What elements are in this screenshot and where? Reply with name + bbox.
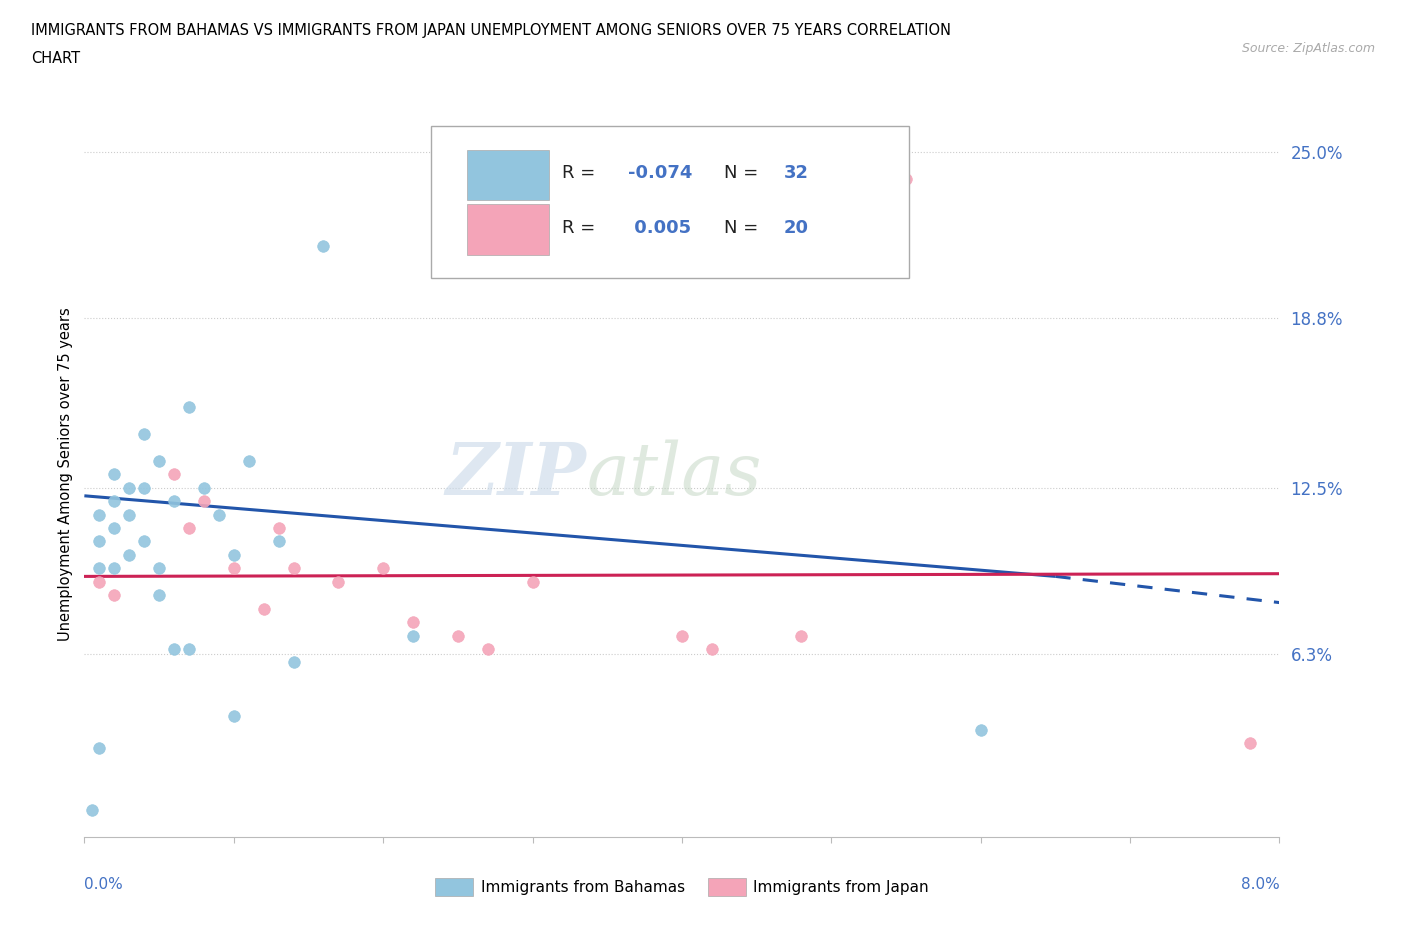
Point (969, 722, 991, 737)
Point (89, 741, 111, 756)
Text: 0.005: 0.005 (628, 219, 692, 236)
Text: CHART: CHART (31, 51, 80, 66)
Point (222, 548, 245, 563)
Point (371, 561, 394, 576)
Point (103, 494, 125, 509)
Point (89, 561, 111, 576)
Y-axis label: Unemployment Among Seniors over 75 years: Unemployment Among Seniors over 75 years (58, 308, 73, 641)
Point (253, 601, 276, 616)
Point (267, 521, 290, 536)
Point (328, 575, 350, 590)
Text: R =: R = (562, 165, 602, 182)
Text: 8.0%: 8.0% (1240, 877, 1279, 892)
Point (283, 561, 305, 576)
Point (267, 534, 290, 549)
Point (312, 238, 335, 253)
Point (163, 642, 186, 657)
Text: ZIP: ZIP (446, 439, 586, 510)
Point (89, 534, 111, 549)
Text: R =: R = (562, 219, 602, 236)
Text: 20: 20 (783, 219, 808, 236)
Point (148, 561, 170, 576)
Point (89, 507, 111, 522)
Point (208, 507, 231, 522)
Point (193, 494, 215, 509)
Point (103, 467, 125, 482)
Point (283, 655, 305, 670)
Point (238, 454, 260, 469)
Text: Source: ZipAtlas.com: Source: ZipAtlas.com (1241, 42, 1375, 55)
Point (522, 575, 544, 590)
Point (163, 467, 186, 482)
Point (132, 534, 156, 549)
Text: IMMIGRANTS FROM BAHAMAS VS IMMIGRANTS FROM JAPAN UNEMPLOYMENT AMONG SENIORS OVER: IMMIGRANTS FROM BAHAMAS VS IMMIGRANTS FR… (31, 23, 950, 38)
FancyBboxPatch shape (467, 205, 550, 255)
Point (222, 561, 245, 576)
Point (163, 494, 186, 509)
Point (80, 803, 103, 817)
Point (894, 171, 917, 186)
Point (477, 642, 499, 657)
Text: 0.0%: 0.0% (84, 877, 124, 892)
Legend: Immigrants from Bahamas, Immigrants from Japan: Immigrants from Bahamas, Immigrants from… (429, 872, 935, 902)
Point (177, 521, 200, 536)
Text: 32: 32 (783, 165, 808, 182)
Point (790, 628, 813, 643)
Text: N =: N = (724, 165, 763, 182)
Point (222, 709, 245, 724)
Point (402, 628, 425, 643)
Text: -0.074: -0.074 (628, 165, 693, 182)
Text: atlas: atlas (586, 439, 762, 510)
Point (103, 588, 125, 603)
FancyBboxPatch shape (430, 126, 908, 278)
Point (1239, 736, 1261, 751)
Point (177, 400, 200, 415)
Point (132, 427, 156, 442)
Point (447, 628, 470, 643)
Point (402, 615, 425, 630)
Point (118, 480, 141, 495)
Point (103, 561, 125, 576)
Point (700, 642, 723, 657)
Point (177, 642, 200, 657)
Point (148, 454, 170, 469)
Point (193, 480, 215, 495)
FancyBboxPatch shape (467, 150, 550, 200)
Point (89, 575, 111, 590)
Text: N =: N = (724, 219, 763, 236)
Point (103, 521, 125, 536)
Point (132, 480, 156, 495)
Point (118, 548, 141, 563)
Point (118, 507, 141, 522)
Point (148, 588, 170, 603)
Point (671, 628, 693, 643)
